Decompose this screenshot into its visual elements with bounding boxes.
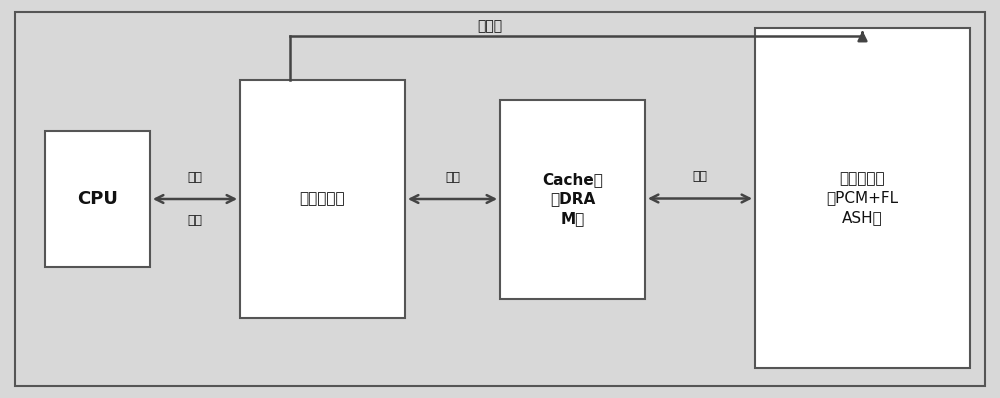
Text: 混融扩展层
（PCM+FL
ASH）: 混融扩展层 （PCM+FL ASH） <box>826 171 899 225</box>
Bar <box>755 28 970 368</box>
Text: 内存控制器: 内存控制器 <box>300 191 345 207</box>
Bar <box>45 131 150 267</box>
Bar <box>240 80 405 318</box>
Text: CPU: CPU <box>77 190 118 208</box>
Text: 不命中: 不命中 <box>477 19 503 33</box>
Text: 数据: 数据 <box>445 171 460 183</box>
Text: Cache层
（DRA
M）: Cache层 （DRA M） <box>542 172 603 226</box>
Text: 数据: 数据 <box>188 171 202 183</box>
Text: 数据: 数据 <box>692 170 708 183</box>
Text: 请求: 请求 <box>188 215 202 227</box>
Bar <box>500 100 645 298</box>
